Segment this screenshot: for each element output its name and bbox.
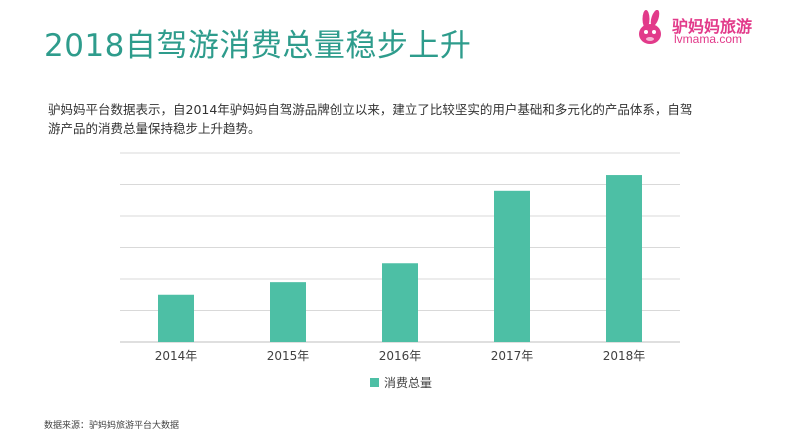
x-tick-label: 2014年 [155, 349, 198, 363]
x-tick-label: 2018年 [603, 349, 646, 363]
legend-label: 消费总量 [384, 376, 432, 390]
page-title: 2018自驾游消费总量稳步上升 [44, 28, 472, 64]
x-tick-label: 2015年 [267, 349, 310, 363]
brand-url: lvmama.com [674, 32, 743, 46]
brand-name: 驴妈妈旅游 [672, 17, 753, 36]
x-tick-label: 2016年 [379, 349, 422, 363]
bar-2016年 [382, 263, 418, 342]
data-source-note: 数据来源：驴妈妈旅游平台大数据 [44, 421, 180, 431]
bar-2018年 [606, 175, 642, 342]
chart-description: 驴妈妈平台数据表示，自2014年驴妈妈自驾游品牌创立以来，建立了比较坚实的用户基… [48, 102, 693, 136]
bar-2015年 [270, 282, 306, 342]
brand-logo: 驴妈妈旅游 lvmama.com [634, 10, 784, 50]
bar-2017年 [494, 190, 530, 342]
rabbit-icon [639, 10, 661, 44]
x-tick-label: 2017年 [491, 349, 534, 363]
legend-swatch [370, 378, 379, 387]
bar-2014年 [158, 294, 194, 342]
